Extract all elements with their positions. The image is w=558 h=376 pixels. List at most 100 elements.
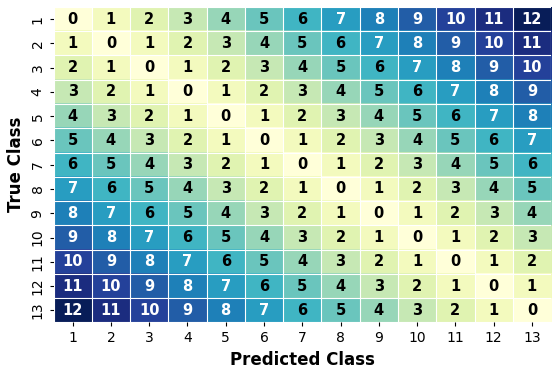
Text: 1: 1 bbox=[297, 133, 307, 148]
Text: 4: 4 bbox=[297, 60, 307, 75]
Text: 7: 7 bbox=[374, 36, 384, 51]
Text: 2: 2 bbox=[374, 254, 384, 269]
Text: 0: 0 bbox=[374, 206, 384, 221]
Text: 1: 1 bbox=[450, 230, 460, 245]
Text: 3: 3 bbox=[144, 133, 154, 148]
Text: 7: 7 bbox=[182, 254, 193, 269]
Text: 1: 1 bbox=[259, 157, 269, 172]
Text: 9: 9 bbox=[412, 12, 422, 27]
Text: 5: 5 bbox=[220, 230, 231, 245]
Text: 6: 6 bbox=[297, 12, 307, 27]
Text: 4: 4 bbox=[182, 182, 193, 197]
Text: 7: 7 bbox=[527, 133, 537, 148]
Text: 3: 3 bbox=[412, 157, 422, 172]
Text: 0: 0 bbox=[182, 84, 193, 99]
Text: 0: 0 bbox=[106, 36, 116, 51]
Text: 4: 4 bbox=[220, 206, 231, 221]
Text: 7: 7 bbox=[259, 303, 269, 318]
Text: 10: 10 bbox=[483, 36, 504, 51]
Text: 0: 0 bbox=[297, 157, 307, 172]
Text: 7: 7 bbox=[412, 60, 422, 75]
Text: 3: 3 bbox=[182, 12, 193, 27]
Text: 1: 1 bbox=[297, 182, 307, 197]
Text: 2: 2 bbox=[182, 133, 193, 148]
Text: 5: 5 bbox=[68, 133, 78, 148]
Text: 6: 6 bbox=[144, 206, 154, 221]
Text: 3: 3 bbox=[374, 279, 384, 294]
Text: 1: 1 bbox=[68, 36, 78, 51]
Text: 3: 3 bbox=[68, 84, 78, 99]
Text: 1: 1 bbox=[220, 84, 231, 99]
Text: 2: 2 bbox=[335, 230, 345, 245]
Text: 10: 10 bbox=[100, 279, 121, 294]
Text: 7: 7 bbox=[106, 206, 116, 221]
Text: 1: 1 bbox=[106, 12, 116, 27]
Text: 8: 8 bbox=[527, 109, 537, 124]
Text: 11: 11 bbox=[62, 279, 83, 294]
Text: 6: 6 bbox=[450, 109, 460, 124]
Text: 7: 7 bbox=[220, 279, 231, 294]
Text: 5: 5 bbox=[527, 182, 537, 197]
Text: 5: 5 bbox=[374, 84, 384, 99]
Text: 8: 8 bbox=[106, 230, 116, 245]
Text: 11: 11 bbox=[483, 12, 504, 27]
Text: 8: 8 bbox=[450, 60, 460, 75]
Text: 5: 5 bbox=[335, 60, 346, 75]
Text: 3: 3 bbox=[106, 109, 116, 124]
Text: 6: 6 bbox=[297, 303, 307, 318]
Text: 11: 11 bbox=[100, 303, 121, 318]
Text: 1: 1 bbox=[374, 182, 384, 197]
Text: 3: 3 bbox=[259, 206, 269, 221]
Text: 4: 4 bbox=[335, 279, 345, 294]
Text: 3: 3 bbox=[450, 182, 460, 197]
Text: 6: 6 bbox=[68, 157, 78, 172]
Text: 3: 3 bbox=[182, 157, 193, 172]
Text: 2: 2 bbox=[220, 60, 231, 75]
Text: 2: 2 bbox=[259, 84, 269, 99]
Text: 1: 1 bbox=[412, 206, 422, 221]
Text: 12: 12 bbox=[62, 303, 83, 318]
Text: 5: 5 bbox=[106, 157, 116, 172]
Text: 7: 7 bbox=[450, 84, 460, 99]
Text: 1: 1 bbox=[144, 36, 155, 51]
Text: 2: 2 bbox=[450, 303, 460, 318]
Text: 9: 9 bbox=[182, 303, 193, 318]
Text: 9: 9 bbox=[527, 84, 537, 99]
Text: 2: 2 bbox=[106, 84, 116, 99]
Text: 9: 9 bbox=[68, 230, 78, 245]
Text: 1: 1 bbox=[144, 84, 155, 99]
Text: 5: 5 bbox=[297, 36, 307, 51]
Text: 4: 4 bbox=[489, 182, 499, 197]
Text: 6: 6 bbox=[259, 279, 269, 294]
X-axis label: Predicted Class: Predicted Class bbox=[230, 351, 375, 369]
Text: 0: 0 bbox=[68, 12, 78, 27]
Text: 1: 1 bbox=[374, 230, 384, 245]
Text: 2: 2 bbox=[335, 133, 345, 148]
Text: 7: 7 bbox=[144, 230, 154, 245]
Text: 3: 3 bbox=[374, 133, 384, 148]
Text: 4: 4 bbox=[335, 84, 345, 99]
Text: 2: 2 bbox=[182, 36, 193, 51]
Text: 4: 4 bbox=[450, 157, 460, 172]
Text: 2: 2 bbox=[68, 60, 78, 75]
Text: 6: 6 bbox=[412, 84, 422, 99]
Text: 6: 6 bbox=[527, 157, 537, 172]
Text: 7: 7 bbox=[68, 182, 78, 197]
Text: 0: 0 bbox=[220, 109, 231, 124]
Text: 0: 0 bbox=[527, 303, 537, 318]
Text: 10: 10 bbox=[445, 12, 465, 27]
Text: 5: 5 bbox=[144, 182, 155, 197]
Text: 9: 9 bbox=[144, 279, 154, 294]
Text: 8: 8 bbox=[412, 36, 422, 51]
Text: 8: 8 bbox=[68, 206, 78, 221]
Text: 6: 6 bbox=[374, 60, 384, 75]
Text: 3: 3 bbox=[489, 206, 499, 221]
Text: 11: 11 bbox=[522, 36, 542, 51]
Text: 6: 6 bbox=[220, 254, 231, 269]
Text: 8: 8 bbox=[220, 303, 231, 318]
Text: 1: 1 bbox=[335, 206, 346, 221]
Text: 0: 0 bbox=[488, 279, 499, 294]
Text: 5: 5 bbox=[259, 254, 269, 269]
Text: 3: 3 bbox=[220, 36, 231, 51]
Text: 5: 5 bbox=[335, 303, 346, 318]
